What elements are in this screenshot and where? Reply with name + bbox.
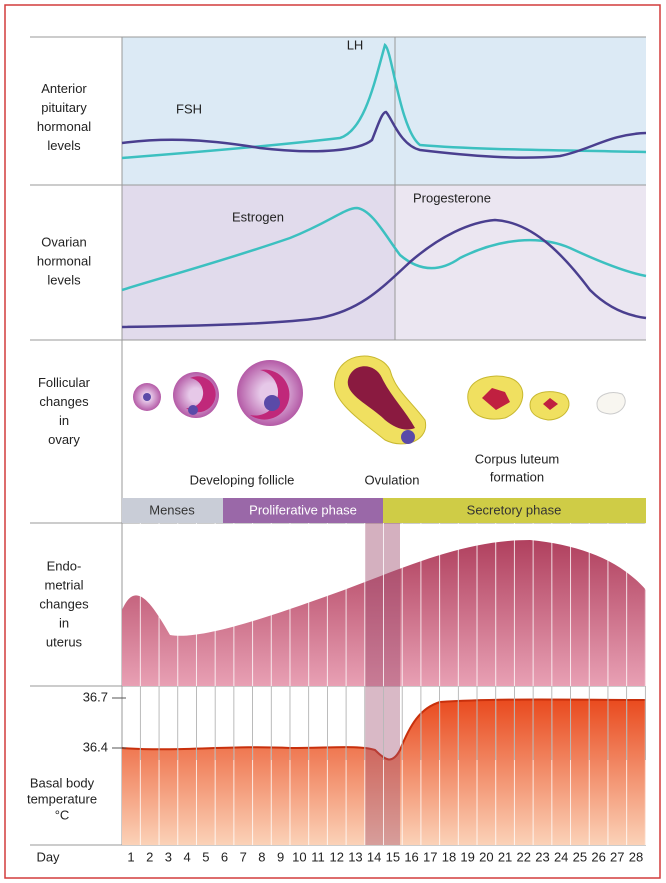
lh-curve [121, 42, 647, 160]
row-label: metrial [44, 577, 83, 592]
day-number: 8 [258, 849, 265, 864]
estrogen-curve [121, 206, 647, 292]
day-number: 24 [554, 849, 568, 864]
day-label: Day [36, 849, 60, 864]
secretory-bar [383, 498, 646, 523]
curve-label: Estrogen [232, 209, 284, 224]
day-number: 18 [442, 849, 456, 864]
row-label: °C [55, 807, 70, 822]
day-number: 12 [330, 849, 344, 864]
temperature-curve [121, 698, 647, 761]
row-label: Ovarian [41, 234, 87, 249]
ovulation-band [365, 686, 400, 845]
temp-tick: 36.7 [83, 689, 108, 704]
ovulation-band [365, 523, 400, 686]
day-number: 9 [277, 849, 284, 864]
day-number: 15 [386, 849, 400, 864]
row-label: changes [39, 596, 89, 611]
day-number: 7 [240, 849, 247, 864]
day-number: 4 [183, 849, 190, 864]
row-label: Follicular [38, 375, 91, 390]
day-number: 19 [460, 849, 474, 864]
day-number: 17 [423, 849, 437, 864]
menses-bar [122, 498, 223, 523]
row-label: pituitary [41, 100, 87, 115]
day-number: 5 [202, 849, 209, 864]
row-label: temperature [27, 791, 97, 806]
row-label: ovary [48, 432, 80, 447]
phase-label: Proliferative phase [249, 502, 357, 517]
row-label: levels [47, 272, 81, 287]
day-number: 25 [573, 849, 587, 864]
row-label: levels [47, 138, 81, 153]
phase-label: Menses [149, 502, 195, 517]
pituitary-bg [122, 37, 646, 185]
curve-label: LH [347, 37, 364, 52]
curve-label: FSH [176, 101, 202, 116]
follicles [133, 355, 626, 445]
day-number: 26 [591, 849, 605, 864]
day-number: 28 [629, 849, 643, 864]
proliferative-bar [223, 498, 383, 523]
day-number: 27 [610, 849, 624, 864]
curve-label: Progesterone [413, 190, 491, 205]
ovarian-bg2 [395, 185, 646, 340]
caption: Ovulation [365, 472, 420, 487]
row-label: hormonal [37, 119, 91, 134]
day-number: 3 [165, 849, 172, 864]
row-label: Anterior [41, 81, 87, 96]
row-label: hormonal [37, 253, 91, 268]
day-number: 23 [535, 849, 549, 864]
caption: Corpus luteum [475, 451, 560, 466]
day-number: 14 [367, 849, 381, 864]
day-number: 20 [479, 849, 493, 864]
day-number: 6 [221, 849, 228, 864]
progesterone-curve [121, 218, 647, 329]
temp-tick: 36.4 [83, 739, 108, 754]
day-number: 13 [348, 849, 362, 864]
row-label: changes [39, 394, 89, 409]
caption: formation [490, 469, 544, 484]
labels: Anterior pituitary hormonal levels Ovarian ho… [27, 37, 646, 864]
day-number: 16 [404, 849, 418, 864]
day-number: 1 [127, 849, 134, 864]
phase-label: Secretory phase [467, 502, 562, 517]
row-label: Basal body [30, 775, 95, 790]
day-number: 21 [498, 849, 512, 864]
day-number: 10 [292, 849, 306, 864]
day-number: 22 [517, 849, 531, 864]
row-label: uterus [46, 634, 83, 649]
day-number: 11 [311, 849, 325, 864]
row-label: Endo- [47, 558, 82, 573]
caption: Developing follicle [190, 472, 295, 487]
day-number: 2 [146, 849, 153, 864]
fsh-curve [121, 110, 647, 159]
row-label: in [59, 615, 69, 630]
row-label: in [59, 413, 69, 428]
